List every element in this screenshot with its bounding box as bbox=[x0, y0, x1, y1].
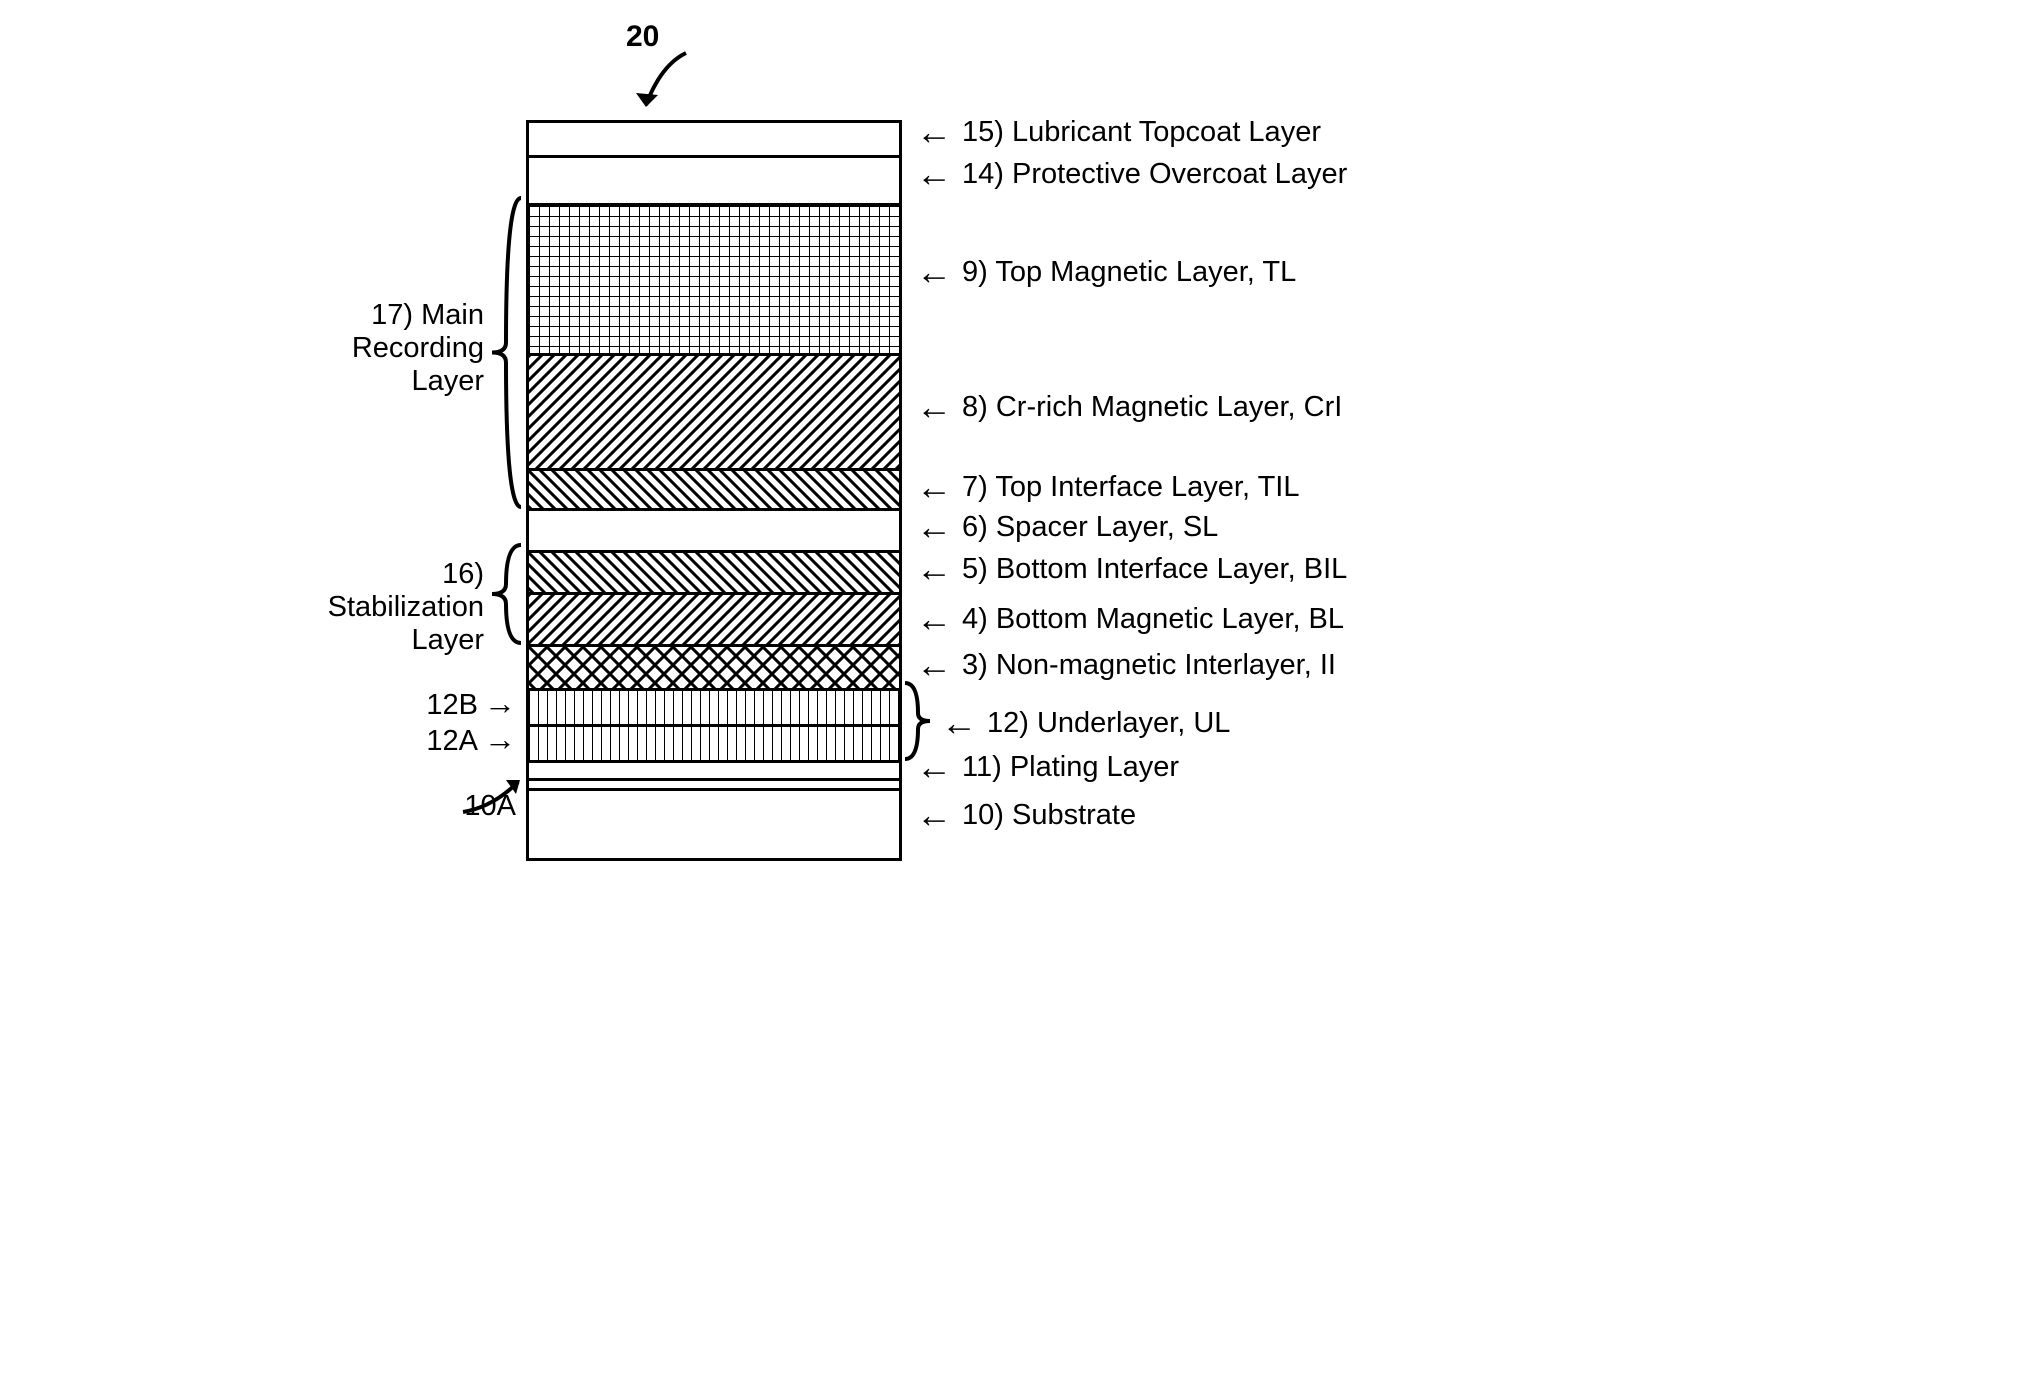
label-text-l11: 11) Plating Layer bbox=[962, 751, 1179, 784]
layer-l12a bbox=[529, 724, 899, 760]
label-text-l4: 4) Bottom Magnetic Layer, BL bbox=[962, 603, 1344, 636]
brace-g16 bbox=[488, 539, 526, 649]
label-text-l15: 15) Lubricant Topcoat Layer bbox=[962, 116, 1321, 149]
label-l12: ← 12) Underlayer, UL bbox=[941, 705, 1230, 741]
arrow-left-icon: ← bbox=[916, 509, 952, 545]
group-label-g16: 16) StabilizationLayer bbox=[328, 558, 484, 657]
group-label-g16-line0: 16) Stabilization bbox=[328, 558, 484, 624]
label-l5: ← 5) Bottom Interface Layer, BIL bbox=[916, 551, 1347, 587]
layer-l10a bbox=[529, 778, 899, 788]
label-text-l12: 12) Underlayer, UL bbox=[987, 707, 1230, 740]
label-l15: ← 15) Lubricant Topcoat Layer bbox=[916, 114, 1321, 150]
pointer-p12a: 12A→ bbox=[426, 721, 516, 758]
pointer-arrow-p10a bbox=[458, 772, 538, 822]
label-l9: ← 9) Top Magnetic Layer, TL bbox=[916, 254, 1296, 290]
layer-l5 bbox=[529, 550, 899, 592]
group-label-g17-line1: Recording bbox=[352, 332, 484, 365]
layer-l7 bbox=[529, 468, 899, 508]
layer-l4 bbox=[529, 592, 899, 644]
label-text-l7: 7) Top Interface Layer, TIL bbox=[962, 471, 1299, 504]
label-l10: ← 10) Substrate bbox=[916, 797, 1136, 833]
layer-l9 bbox=[529, 203, 899, 353]
label-text-l5: 5) Bottom Interface Layer, BIL bbox=[962, 553, 1347, 586]
group-label-g16-line1: Layer bbox=[328, 624, 484, 657]
arrow-left-icon: ← bbox=[916, 254, 952, 290]
diagram-container: 20 ←15) Lubricant Topcoat Layer←14) bbox=[336, 20, 1686, 980]
figure-ref-arrow bbox=[616, 45, 706, 125]
arrow-left-icon: ← bbox=[916, 551, 952, 587]
label-text-l6: 6) Spacer Layer, SL bbox=[962, 511, 1218, 544]
arrow-left-icon: ← bbox=[916, 601, 952, 637]
brace-g17 bbox=[488, 192, 526, 513]
label-l3: ←3) Non-magnetic Interlayer, II bbox=[916, 647, 1336, 683]
layer-l14 bbox=[529, 155, 899, 203]
layer-l6 bbox=[529, 508, 899, 550]
layer-l10 bbox=[529, 788, 899, 858]
layer-l12b bbox=[529, 688, 899, 724]
label-l7: ← 7) Top Interface Layer, TIL bbox=[916, 469, 1299, 505]
label-text-l9: 9) Top Magnetic Layer, TL bbox=[962, 256, 1296, 289]
arrow-right-icon: → bbox=[484, 721, 516, 758]
pointer-text-p12b: 12B bbox=[426, 689, 478, 721]
label-l8: ← 8) Cr-rich Magnetic Layer, CrI bbox=[916, 389, 1342, 425]
layer-stack bbox=[526, 120, 902, 861]
group-label-g17-line2: Layer bbox=[352, 365, 484, 398]
arrow-left-icon: ← bbox=[916, 114, 952, 150]
label-l14: ← 14) Protective Overcoat Layer bbox=[916, 156, 1347, 192]
layer-l8 bbox=[529, 353, 899, 468]
label-text-l3: 3) Non-magnetic Interlayer, II bbox=[962, 649, 1336, 682]
label-text-l10: 10) Substrate bbox=[962, 799, 1136, 832]
pointer-p12b: 12B→ bbox=[426, 685, 516, 722]
label-l4: ← 4) Bottom Magnetic Layer, BL bbox=[916, 601, 1344, 637]
layer-l3 bbox=[529, 644, 899, 688]
arrow-left-icon: ← bbox=[916, 389, 952, 425]
group-label-g17-line0: 17) Main bbox=[352, 299, 484, 332]
label-text-l14: 14) Protective Overcoat Layer bbox=[962, 158, 1347, 191]
brace-underlayer bbox=[900, 675, 940, 767]
arrow-left-icon: ← bbox=[941, 705, 977, 741]
layer-l15 bbox=[529, 123, 899, 155]
arrow-left-icon: ← bbox=[916, 156, 952, 192]
pointer-text-p12a: 12A bbox=[426, 725, 478, 757]
arrow-left-icon: ← bbox=[916, 797, 952, 833]
label-l6: ← 6) Spacer Layer, SL bbox=[916, 509, 1218, 545]
group-label-g17: 17) MainRecordingLayer bbox=[352, 299, 484, 398]
label-l11: ←11) Plating Layer bbox=[916, 749, 1179, 785]
arrow-left-icon: ← bbox=[916, 469, 952, 505]
label-text-l8: 8) Cr-rich Magnetic Layer, CrI bbox=[962, 391, 1342, 424]
arrow-right-icon: → bbox=[484, 685, 516, 722]
